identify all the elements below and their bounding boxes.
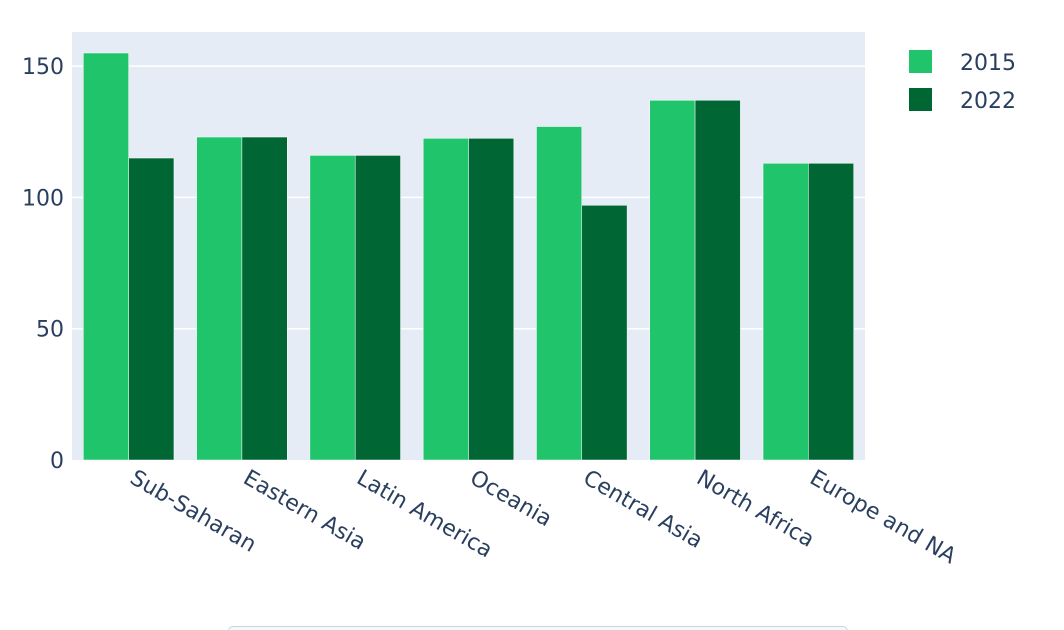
x-tick-label: Sub-Saharan bbox=[126, 466, 261, 558]
x-tick-label: Central Asia bbox=[579, 466, 707, 554]
legend-item-2022[interactable]: 2022 bbox=[909, 88, 1016, 114]
bar-2022-central-asia[interactable] bbox=[581, 205, 628, 461]
x-tick-label: Eastern Asia bbox=[239, 466, 370, 556]
y-tick-label: 50 bbox=[36, 318, 64, 343]
bar-2022-north-africa[interactable] bbox=[694, 100, 741, 461]
bar-2015-europe-and-na[interactable] bbox=[762, 163, 809, 461]
x-tick-label: Europe and NA bbox=[805, 466, 960, 570]
legend-swatch bbox=[909, 50, 932, 73]
legend-label: 2022 bbox=[960, 89, 1016, 114]
bar-2015-north-africa[interactable] bbox=[649, 100, 696, 461]
legend-swatch bbox=[909, 88, 932, 111]
y-tick-label: 150 bbox=[22, 55, 64, 80]
legend[interactable]: 2015 2022 bbox=[909, 50, 1016, 114]
bar-2022-sub-saharan[interactable] bbox=[128, 157, 175, 461]
bar-2015-central-asia[interactable] bbox=[536, 126, 583, 461]
y-tick-label: 0 bbox=[50, 449, 64, 474]
bar-2015-sub-saharan[interactable] bbox=[83, 52, 129, 461]
x-tick-label: North Africa bbox=[692, 466, 818, 553]
bar-2015-oceania[interactable] bbox=[422, 138, 469, 461]
y-axis: 0 50 100 150 bbox=[22, 55, 64, 474]
y-tick-label: 100 bbox=[22, 186, 64, 211]
bottom-panel bbox=[228, 626, 848, 630]
bars bbox=[83, 52, 854, 461]
legend-label: 2015 bbox=[960, 51, 1016, 76]
bar-2022-europe-and-na[interactable] bbox=[808, 163, 854, 461]
bar-2015-eastern-asia[interactable] bbox=[196, 136, 243, 461]
bar-2015-latin-america[interactable] bbox=[309, 155, 356, 461]
bar-2022-oceania[interactable] bbox=[468, 138, 515, 461]
x-tick-label: Oceania bbox=[466, 466, 556, 533]
bar-2022-latin-america[interactable] bbox=[354, 155, 401, 461]
legend-item-2015[interactable]: 2015 bbox=[909, 50, 1016, 76]
bar-2022-eastern-asia[interactable] bbox=[241, 136, 288, 461]
